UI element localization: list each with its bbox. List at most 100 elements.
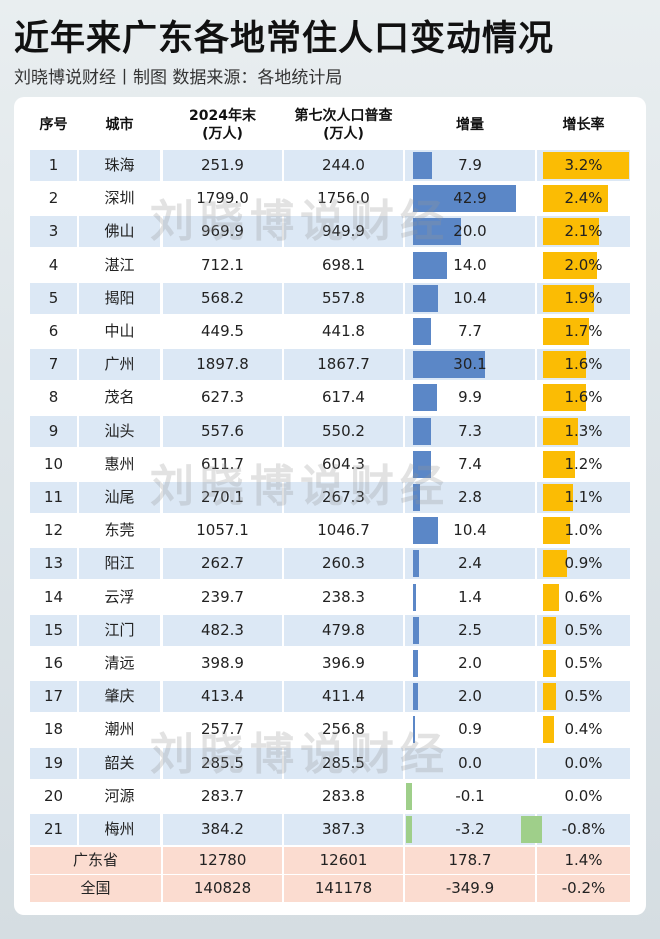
- cell-value: 42.9: [453, 189, 487, 208]
- table-cell: 0.4%: [537, 714, 630, 745]
- table-cell: 4: [30, 250, 77, 281]
- column-header: 序号: [30, 116, 77, 134]
- cell-value: 1.7%: [564, 322, 603, 340]
- table-row: 5 揭阳 568.2 557.8 10.4 1.9%: [30, 282, 630, 314]
- table-cell: 1.1%: [537, 482, 630, 513]
- table-cell: 12: [30, 515, 77, 546]
- page-title: 近年来广东各地常住人口变动情况: [14, 18, 555, 59]
- cell-value: 1.9%: [564, 288, 603, 307]
- growth-rate-bar: [543, 616, 557, 644]
- cell-value: 17: [43, 687, 64, 706]
- cell-value: 2: [48, 189, 59, 208]
- cell-value: 云浮: [104, 587, 135, 606]
- column-header-label: 城市: [105, 117, 134, 133]
- table-cell: 0.9: [405, 714, 535, 745]
- cell-value: 14: [43, 587, 64, 606]
- increase-bar: [413, 218, 462, 246]
- cell-value: 东莞: [104, 521, 135, 540]
- table-cell: 1799.0: [163, 183, 282, 214]
- cell-value: 10.4: [453, 521, 487, 540]
- table-cell: 2.4: [405, 548, 535, 580]
- increase-bar: [413, 152, 432, 179]
- table-cell: 0.0%: [537, 747, 630, 779]
- table-cell: 10.4: [405, 282, 535, 314]
- cell-value: 251.9: [201, 156, 244, 174]
- cell-value: 0.5%: [564, 620, 603, 639]
- cell-value: 2.5: [458, 620, 482, 639]
- table-cell: 611.7: [163, 449, 282, 480]
- cell-value: 267.3: [322, 488, 365, 506]
- cell-value: 0.5%: [564, 687, 603, 706]
- column-header: 第七次人口普查 (万人): [284, 107, 403, 143]
- cell-value: 969.9: [201, 222, 244, 241]
- cell-value: 384.2: [201, 820, 244, 838]
- table-cell: 广州: [79, 349, 160, 381]
- cell-value: 283.7: [201, 786, 244, 805]
- cell-value: 1046.7: [317, 521, 370, 540]
- table-cell: 568.2: [163, 282, 282, 314]
- table-cell: 178.7: [405, 847, 535, 875]
- table-cell: 潮州: [79, 714, 160, 745]
- increase-bar: [413, 716, 416, 744]
- table-cell: 1.6%: [537, 349, 630, 381]
- table-cell: 19: [30, 747, 77, 779]
- table-cell: 0.6%: [537, 582, 630, 613]
- table-row: 7 广州 1897.8 1867.7 30.1 1.6%: [30, 349, 630, 381]
- table-row: 19 韶关 285.5 285.5 0.0 0.0%: [30, 747, 630, 779]
- cell-value: 14.0: [453, 255, 487, 274]
- cell-value: 7.4: [458, 454, 482, 473]
- table-cell: 2.8: [405, 482, 535, 513]
- growth-rate-bar: [543, 550, 568, 578]
- cell-value: 20: [43, 786, 64, 805]
- table-cell: 7.4: [405, 449, 535, 480]
- cell-value: -0.8%: [561, 820, 606, 838]
- cell-value: 3.2%: [564, 156, 603, 174]
- table-cell: 珠海: [79, 150, 160, 181]
- table-cell: 2.5: [405, 614, 535, 646]
- table-cell: 1.0%: [537, 515, 630, 546]
- table-row: 20 河源 283.7 283.8 -0.1 0.0%: [30, 781, 630, 812]
- table-row: 1 珠海 251.9 244.0 7.9 3.2%: [30, 150, 630, 181]
- increase-bar: [406, 782, 412, 810]
- table-cell: 260.3: [284, 548, 403, 580]
- cell-value: 12601: [319, 851, 368, 870]
- table-cell: 5: [30, 282, 77, 314]
- cell-value: 全国: [80, 879, 111, 898]
- cell-value: 557.8: [322, 288, 365, 307]
- cell-value: 2.0%: [564, 255, 603, 274]
- cell-value: 257.7: [201, 720, 244, 739]
- growth-rate-bar: [543, 251, 597, 279]
- cell-value: 2.1%: [564, 222, 603, 241]
- table-cell: 396.9: [284, 648, 403, 679]
- cell-value: 30.1: [453, 355, 487, 374]
- table-cell: 1.6%: [537, 382, 630, 413]
- table-cell: 413.4: [163, 681, 282, 713]
- table-cell: 惠州: [79, 449, 160, 480]
- table-cell: -0.2%: [537, 875, 630, 903]
- table-cell: 411.4: [284, 681, 403, 713]
- table-cell: 12780: [163, 847, 282, 875]
- table-cell: 9: [30, 415, 77, 447]
- table-cell: 557.8: [284, 282, 403, 314]
- increase-bar: [413, 650, 418, 677]
- table-cell: 12601: [284, 847, 403, 875]
- cell-value: 河源: [104, 786, 135, 805]
- increase-bar: [413, 450, 431, 478]
- cell-value: 10: [43, 454, 64, 473]
- cell-value: 潮州: [104, 720, 135, 739]
- table-cell: -0.1: [405, 781, 535, 812]
- table-cell: 262.7: [163, 548, 282, 580]
- cell-value: 482.3: [201, 620, 244, 639]
- cell-value: 617.4: [322, 388, 365, 407]
- table-row: 2 深圳 1799.0 1756.0 42.9 2.4%: [30, 183, 630, 214]
- table-cell: 17: [30, 681, 77, 713]
- cell-value: 韶关: [104, 753, 135, 772]
- growth-rate-bar: [543, 450, 576, 478]
- table-cell: 2.1%: [537, 216, 630, 248]
- cell-value: 611.7: [201, 454, 244, 473]
- table-row: 4 湛江 712.1 698.1 14.0 2.0%: [30, 250, 630, 281]
- cell-value: 140828: [193, 879, 252, 898]
- table-cell: 2.4%: [537, 183, 630, 214]
- table-cell: 604.3: [284, 449, 403, 480]
- table-cell: 1.4%: [537, 847, 630, 875]
